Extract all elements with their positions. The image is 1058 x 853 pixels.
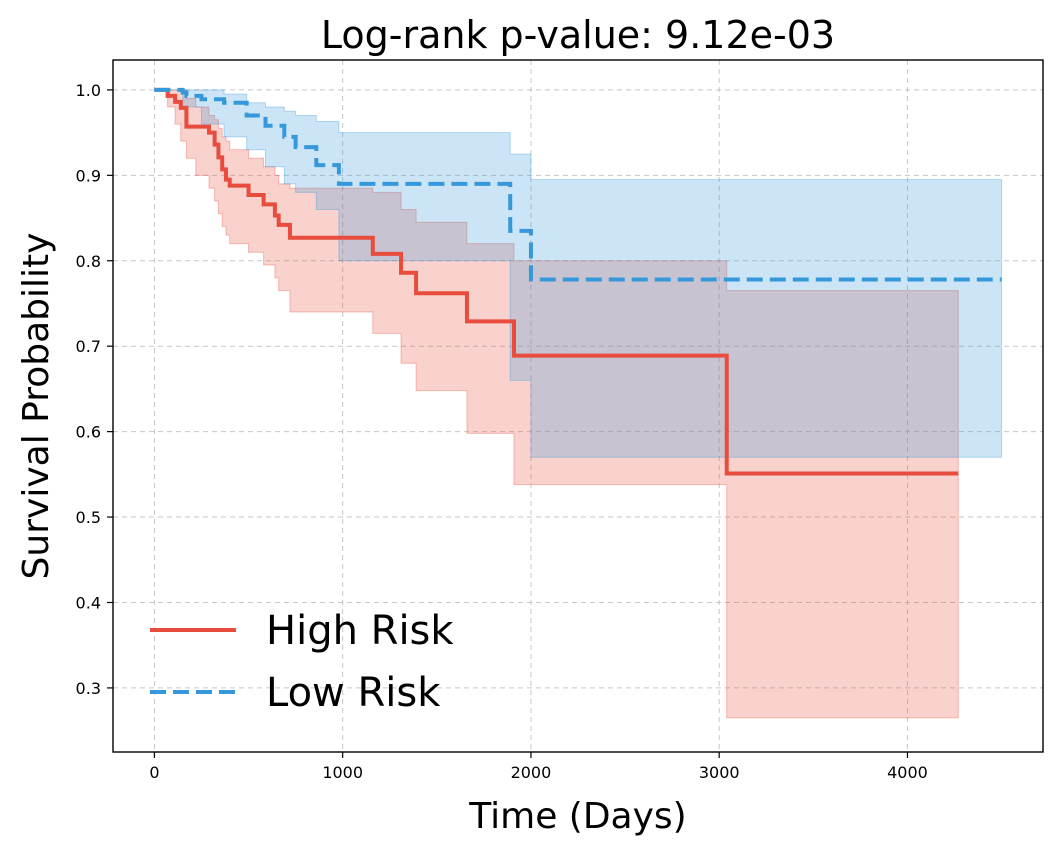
survival-curves (154, 87, 1002, 476)
x-tick-label: 0 (149, 763, 159, 782)
x-tick-label: 2000 (511, 763, 552, 782)
y-tick-label: 0.8 (76, 252, 101, 271)
y-tick-label: 0.6 (76, 423, 101, 442)
axis-ticks: 0 1000 2000 3000 4000 0.3 0.4 0.5 0.6 0.7 0.8 0.9 1.… (76, 81, 928, 782)
y-tick-label: 0.5 (76, 508, 101, 527)
chart-title: Log-rank p-value: 9.12e-03 (321, 13, 835, 57)
y-tick-label: 0.9 (76, 166, 101, 185)
x-tick-label: 3000 (699, 763, 740, 782)
x-axis-label: Time (Days) (468, 796, 686, 837)
y-tick-label: 0.3 (76, 679, 101, 698)
ci-band-high-risk (154, 89, 959, 719)
x-tick-label: 4000 (887, 763, 928, 782)
plot-frame (112, 59, 1044, 753)
ci-band-low-risk (154, 89, 1003, 458)
y-tick-label: 1.0 (76, 81, 101, 100)
survival-line-low-risk (154, 87, 1002, 282)
legend-label-high-risk: High Risk (266, 608, 454, 654)
y-tick-label: 0.7 (76, 337, 101, 356)
legend-label-low-risk: Low Risk (266, 670, 441, 716)
survival-line-high-risk (154, 87, 959, 476)
confidence-bands (154, 89, 1003, 719)
y-tick-label: 0.4 (76, 593, 101, 612)
x-tick-label: 1000 (322, 763, 363, 782)
y-axis-label: Survival Probability (16, 233, 57, 580)
grid-lines (113, 60, 1043, 752)
legend: High Risk Low Risk (150, 608, 454, 716)
